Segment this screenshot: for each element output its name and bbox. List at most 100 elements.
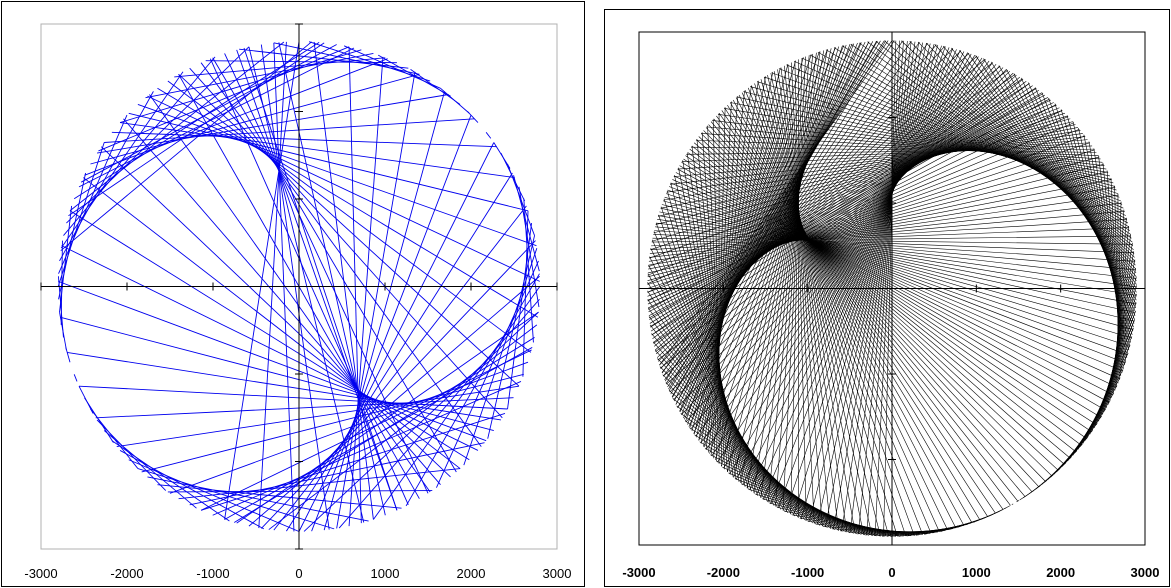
chord-line <box>78 385 508 410</box>
chord-line <box>83 177 461 469</box>
x-tick-label: 2000 <box>1046 565 1075 580</box>
chord-line <box>137 104 537 247</box>
chord-line <box>700 60 990 444</box>
chord-line <box>128 459 300 532</box>
chord-line <box>727 47 836 472</box>
chord-line <box>668 186 1126 364</box>
chord-line <box>1048 97 1134 332</box>
chord-line <box>717 56 979 463</box>
chord-line <box>65 347 71 363</box>
chord-line <box>701 132 728 472</box>
chord-line <box>463 248 538 466</box>
chord-line <box>660 127 1079 209</box>
chord-line <box>58 280 487 442</box>
chord-line <box>708 124 1033 493</box>
x-tick-label: 1000 <box>371 566 400 581</box>
chord-line <box>1011 503 1014 505</box>
x-tick-label: 0 <box>295 566 302 581</box>
chord-line <box>313 41 374 520</box>
chord-line <box>73 41 320 200</box>
chord-line <box>145 53 374 99</box>
chord-line <box>700 133 1053 477</box>
chord-line <box>662 374 828 528</box>
chord-line <box>741 92 940 532</box>
chord-line <box>763 48 954 500</box>
chord-line <box>841 41 916 532</box>
chord-series <box>57 41 541 532</box>
chord-line <box>808 43 931 522</box>
chord-line <box>147 95 540 282</box>
chord-line <box>678 167 743 485</box>
chord-line <box>655 121 1073 225</box>
chord-line <box>756 49 957 496</box>
chord-line <box>111 440 230 522</box>
chord-line <box>663 200 1134 330</box>
chord-line <box>1098 155 1125 366</box>
chord-line <box>167 80 532 353</box>
x-tick-label: -2000 <box>110 566 143 581</box>
chord-line <box>673 175 1117 388</box>
chord-line <box>189 67 503 419</box>
chord-line <box>656 222 1137 279</box>
chord-line <box>710 454 870 536</box>
chord-line <box>703 80 759 447</box>
chord-line <box>651 235 1132 243</box>
chord-line <box>647 142 1090 289</box>
chord-line <box>663 130 1081 201</box>
chord-line <box>647 104 1057 276</box>
chord-line <box>901 40 1135 258</box>
chord-line <box>858 41 908 535</box>
chord-line <box>718 112 1004 510</box>
chord-line <box>691 145 1077 453</box>
x-tick-label: 2000 <box>457 566 486 581</box>
chord-line <box>729 53 972 475</box>
chord-line <box>770 73 864 535</box>
chord-line <box>338 299 540 529</box>
chord-line <box>793 44 939 516</box>
chord-line <box>1016 500 1020 503</box>
chord-line <box>493 142 511 169</box>
chord-line <box>651 115 1068 242</box>
chord-line <box>123 118 441 486</box>
chord-line <box>647 97 1049 302</box>
chord-line <box>673 71 1011 400</box>
chord-series <box>647 40 1137 537</box>
chord-line <box>61 245 479 451</box>
chord-line <box>657 219 1137 288</box>
chord-line <box>892 40 1135 254</box>
chord-line <box>649 202 1122 258</box>
x-tick-label: -3000 <box>24 566 57 581</box>
chord-line <box>670 40 887 395</box>
chord-line <box>679 45 845 412</box>
chord-line <box>660 78 1024 369</box>
chord-line <box>693 64 789 435</box>
chord-line <box>652 237 1133 245</box>
chord-line <box>651 87 1036 336</box>
chord-line <box>507 223 533 410</box>
chord-line <box>691 60 796 432</box>
chord-line <box>666 74 1017 385</box>
chord-line <box>239 48 409 69</box>
chord-line <box>681 145 1093 162</box>
chord-line <box>348 46 362 524</box>
chord-line <box>849 41 912 533</box>
chord-line <box>1004 505 1010 509</box>
chord-line <box>778 68 1121 202</box>
chord-line <box>670 136 1086 185</box>
chord-line <box>200 62 482 447</box>
chord-line <box>834 47 1130 228</box>
chord-line <box>174 57 386 78</box>
chord-line <box>647 290 792 515</box>
chord-line <box>777 69 848 533</box>
chord-line <box>677 43 853 409</box>
chord-line <box>147 476 369 522</box>
chord-line <box>732 99 965 526</box>
chart-right-svg: -3000 -2000 -1000 0 1000 2000 3000 <box>622 31 1159 580</box>
x-tick-label: -3000 <box>622 565 655 580</box>
chord-line <box>260 44 330 530</box>
chord-line <box>167 490 433 493</box>
chart-right: -3000 -2000 -1000 0 1000 2000 3000 <box>604 9 1170 587</box>
chord-line <box>286 172 513 532</box>
chord-line <box>800 44 935 519</box>
chord-line <box>867 41 1133 243</box>
